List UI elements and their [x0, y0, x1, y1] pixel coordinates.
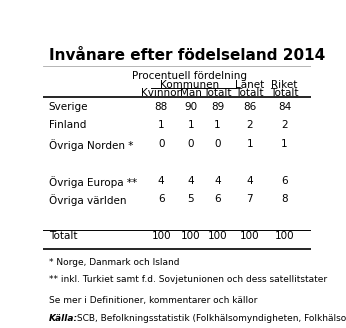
- Text: 0: 0: [214, 139, 221, 149]
- Text: Riket: Riket: [271, 80, 298, 90]
- Text: 7: 7: [246, 194, 253, 204]
- Text: Övriga Europa **: Övriga Europa **: [48, 176, 137, 188]
- Text: 1: 1: [281, 139, 288, 149]
- Text: 4: 4: [246, 176, 253, 186]
- Text: 1: 1: [188, 120, 194, 131]
- Text: 6: 6: [214, 194, 221, 204]
- Text: 89: 89: [211, 102, 224, 112]
- Text: 0: 0: [188, 139, 194, 149]
- Text: SCB, Befolkningsstatistik (Folkhälsomyndigheten, Folkhälsodata): SCB, Befolkningsstatistik (Folkhälsomynd…: [74, 314, 346, 323]
- Text: 6: 6: [158, 194, 165, 204]
- Text: 100: 100: [275, 231, 294, 241]
- Text: 4: 4: [214, 176, 221, 186]
- Text: Totalt: Totalt: [236, 88, 264, 98]
- Text: 88: 88: [155, 102, 168, 112]
- Text: Totalt: Totalt: [203, 88, 232, 98]
- Text: 2: 2: [246, 120, 253, 131]
- Text: Procentuell fördelning: Procentuell fördelning: [132, 71, 247, 81]
- Text: ** inkl. Turkiet samt f.d. Sovjetunionen och dess satellitstater: ** inkl. Turkiet samt f.d. Sovjetunionen…: [48, 275, 327, 284]
- Text: 2: 2: [281, 120, 288, 131]
- Text: 8: 8: [281, 194, 288, 204]
- Text: Övriga världen: Övriga världen: [48, 194, 126, 206]
- Text: Övriga Norden *: Övriga Norden *: [48, 139, 133, 151]
- Text: 4: 4: [158, 176, 165, 186]
- Text: Källa:: Källa:: [48, 314, 78, 323]
- Text: 1: 1: [158, 120, 165, 131]
- Text: 5: 5: [188, 194, 194, 204]
- Text: 100: 100: [208, 231, 227, 241]
- Text: 90: 90: [184, 102, 197, 112]
- Text: Totalt: Totalt: [270, 88, 299, 98]
- Text: 4: 4: [188, 176, 194, 186]
- Text: 84: 84: [278, 102, 291, 112]
- Text: 100: 100: [152, 231, 171, 241]
- Text: Länet: Länet: [235, 80, 264, 90]
- Text: Kvinnor: Kvinnor: [141, 88, 181, 98]
- Text: * Norge, Danmark och Island: * Norge, Danmark och Island: [48, 258, 179, 267]
- Text: Män: Män: [180, 88, 202, 98]
- Text: Kommunen: Kommunen: [160, 80, 219, 90]
- Text: 6: 6: [281, 176, 288, 186]
- Text: Totalt: Totalt: [48, 231, 77, 241]
- Text: 0: 0: [158, 139, 164, 149]
- Text: Finland: Finland: [48, 120, 86, 131]
- Text: 1: 1: [246, 139, 253, 149]
- Text: 1: 1: [214, 120, 221, 131]
- Text: 86: 86: [243, 102, 256, 112]
- Text: 100: 100: [240, 231, 260, 241]
- Text: 100: 100: [181, 231, 201, 241]
- Text: Se mer i Definitioner, kommentarer och källor: Se mer i Definitioner, kommentarer och k…: [48, 296, 257, 304]
- Text: Sverige: Sverige: [48, 102, 88, 112]
- Text: Invånare efter födelseland 2014: Invånare efter födelseland 2014: [48, 48, 325, 63]
